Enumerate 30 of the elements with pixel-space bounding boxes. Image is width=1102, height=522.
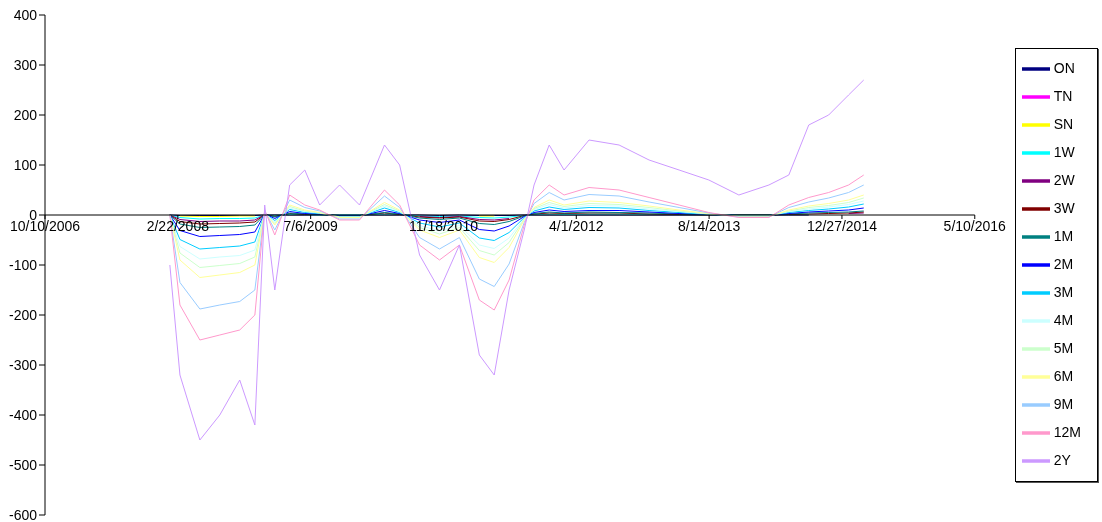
y-tick-label: 300: [13, 56, 38, 73]
x-tick-label: 5/10/2016: [943, 217, 1007, 234]
y-tick-label: -500: [8, 456, 38, 473]
y-tick-label: -400: [8, 406, 38, 423]
legend-label: 5M: [1053, 339, 1074, 356]
x-tick-label: 8/14/2013: [677, 217, 741, 234]
legend-label: 4M: [1053, 311, 1074, 328]
y-tick-label: -600: [8, 506, 38, 522]
y-tick-label: -100: [8, 256, 38, 273]
y-tick-label: 100: [13, 156, 38, 173]
legend-label: 2Y: [1053, 451, 1071, 468]
legend-label: 2W: [1053, 171, 1075, 188]
x-tick-label: 12/27/2014: [806, 217, 878, 234]
legend-label: 1W: [1053, 143, 1075, 160]
legend-label: TN: [1053, 87, 1073, 104]
y-tick-label: 400: [13, 6, 38, 23]
legend-label: 1M: [1053, 227, 1074, 244]
legend-label: SN: [1053, 115, 1074, 132]
legend-label: 12M: [1053, 423, 1081, 440]
x-tick-label: 7/6/2009: [283, 217, 339, 234]
legend-label: ON: [1053, 59, 1075, 76]
x-tick-label: 4/1/2012: [549, 217, 604, 234]
legend-label: 3M: [1053, 283, 1074, 300]
legend-label: 3W: [1053, 199, 1075, 216]
legend-label: 6M: [1053, 367, 1074, 384]
legend-label: 2M: [1053, 255, 1074, 272]
y-tick-label: -200: [8, 306, 38, 323]
y-tick-label: 200: [13, 106, 38, 123]
legend-label: 9M: [1053, 395, 1074, 412]
y-tick-label: -300: [8, 356, 38, 373]
